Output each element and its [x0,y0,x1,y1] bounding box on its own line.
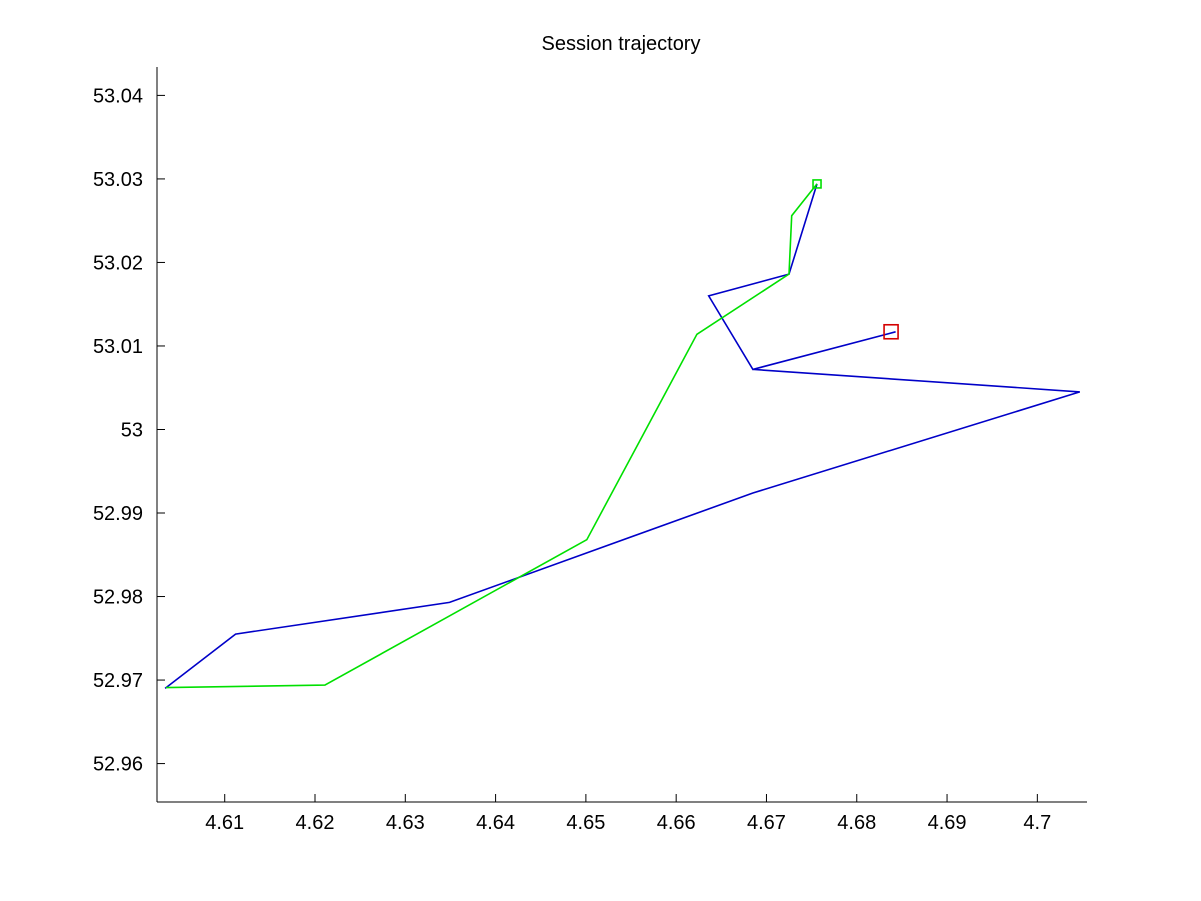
x-tick-label: 4.67 [747,812,786,834]
series-line-1 [164,183,1081,690]
chart-title: Session trajectory [542,33,701,55]
series-layer [164,183,1081,690]
y-tick-label: 53.01 [93,336,143,358]
x-tick-label: 4.68 [837,812,876,834]
x-tick-label: 4.62 [296,812,335,834]
y-tick-label: 53.02 [93,252,143,274]
y-tick-label: 53.04 [93,85,143,107]
y-tick-label: 52.97 [93,670,143,692]
marker-layer [812,179,899,340]
square-marker-1 [883,323,899,340]
x-axis-ticks: 4.61 4.62 4.63 4.64 4.65 4.66 4.67 4.68 4.69 4.7 [205,794,1051,834]
y-axis-ticks: 52.96 52.97 52.98 52.99 53 53.01 53.02 53.03 53.… [93,85,165,776]
x-tick-label: 4.64 [476,812,515,834]
y-tick-label: 52.98 [93,587,143,609]
series-line-2 [165,183,818,689]
x-tick-label: 4.61 [205,812,244,834]
x-tick-label: 4.66 [657,812,696,834]
y-tick-label: 52.96 [93,754,143,776]
square-marker-2 [812,179,822,189]
y-tick-label: 53.03 [93,169,143,191]
x-tick-label: 4.7 [1023,812,1051,834]
x-tick-label: 4.69 [928,812,967,834]
x-tick-label: 4.63 [386,812,425,834]
x-tick-label: 4.65 [566,812,605,834]
y-tick-label: 53 [121,419,143,441]
y-tick-label: 52.99 [93,503,143,525]
